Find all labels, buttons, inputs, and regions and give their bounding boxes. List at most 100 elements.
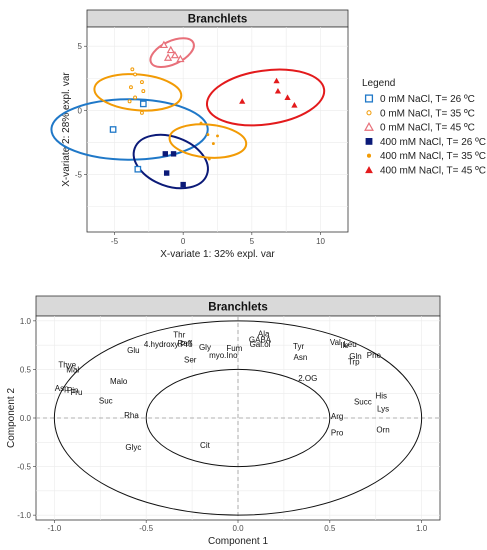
legend-marker bbox=[364, 94, 374, 103]
legend-label: 0 mM NaCl, T= 45 ºC bbox=[380, 123, 475, 134]
confidence-ellipse bbox=[168, 123, 248, 159]
score-point bbox=[133, 72, 138, 77]
chart1-title: Branchlets bbox=[188, 14, 247, 26]
score-point bbox=[170, 151, 177, 157]
variable-label: Ala bbox=[258, 329, 270, 338]
chart2-y-axis-title: Component 2 bbox=[6, 388, 17, 448]
variable-label: Arg bbox=[331, 412, 343, 421]
correlation-circle bbox=[53, 320, 423, 516]
chart2-y-tick-label: 1.0 bbox=[20, 317, 32, 326]
score-point bbox=[159, 40, 169, 49]
score-point bbox=[273, 77, 280, 84]
legend-label: 400 mM NaCl, T= 35 ºC bbox=[380, 151, 486, 162]
variable-label: Succ bbox=[354, 397, 372, 406]
score-point bbox=[207, 157, 211, 161]
confidence-ellipse bbox=[132, 133, 209, 190]
legend-marker bbox=[366, 153, 372, 158]
chart2-x-tick-label: 1.0 bbox=[416, 524, 428, 533]
chart1-x-tick-label: 10 bbox=[316, 237, 325, 246]
score-point bbox=[176, 54, 185, 63]
correlation-circle bbox=[145, 368, 331, 468]
confidence-ellipse bbox=[205, 68, 326, 127]
variable-label: Gal.ol bbox=[250, 340, 271, 349]
chart2-x-tick-label: 0.5 bbox=[324, 524, 336, 533]
score-point bbox=[139, 100, 147, 108]
score-point bbox=[163, 170, 170, 176]
variable-label: Ile bbox=[340, 341, 349, 350]
chart1-x-tick-label: 5 bbox=[250, 237, 255, 246]
score-point bbox=[166, 45, 175, 54]
variable-label: Gln bbox=[349, 352, 361, 361]
chart2-y-tick-label: 0.5 bbox=[20, 365, 32, 374]
chart2-y-tick-label: 0.0 bbox=[20, 414, 32, 423]
score-point bbox=[170, 50, 180, 59]
legend-label: 0 mM NaCl, T= 26 ºC bbox=[380, 94, 475, 105]
chart2-x-tick-label: -0.5 bbox=[139, 524, 153, 533]
variable-label: Fum bbox=[226, 344, 242, 353]
legend-label: 0 mM NaCl, T= 35 ºC bbox=[380, 108, 475, 119]
confidence-ellipse bbox=[93, 73, 183, 112]
score-point bbox=[199, 121, 203, 125]
variable-label: 4.hydroxy.Pro bbox=[144, 340, 193, 349]
variable-label: Fru bbox=[70, 388, 82, 397]
variable-label: Thr bbox=[173, 330, 185, 339]
chart1-y-tick-label: 5 bbox=[78, 42, 83, 51]
score-point bbox=[284, 94, 291, 100]
variable-label: Trp bbox=[348, 358, 360, 367]
legend-marker bbox=[365, 166, 373, 174]
score-point bbox=[239, 98, 246, 104]
confidence-ellipse bbox=[50, 98, 209, 161]
variable-label: Orn bbox=[376, 426, 389, 435]
chart2-x-axis-title: Component 1 bbox=[208, 536, 268, 547]
legend-marker bbox=[365, 138, 373, 145]
variable-label: His bbox=[375, 392, 387, 401]
variable-label: Gly bbox=[199, 343, 211, 352]
confidence-ellipse bbox=[149, 37, 195, 68]
chart1-y-axis-title: X-variate 2: 28% expl. var bbox=[61, 72, 72, 187]
score-point bbox=[274, 87, 282, 94]
score-point bbox=[134, 165, 142, 173]
score-point bbox=[206, 133, 210, 137]
score-point bbox=[180, 181, 186, 188]
chart2-x-tick-label: -1.0 bbox=[47, 524, 61, 533]
score-point bbox=[133, 95, 138, 100]
variable-label: Cit bbox=[200, 441, 211, 450]
variable-label: Asp bbox=[55, 384, 69, 393]
score-point bbox=[140, 110, 144, 115]
legend-title: Legend bbox=[362, 78, 395, 89]
score-point bbox=[211, 142, 215, 146]
chart2-title: Branchlets bbox=[208, 302, 267, 314]
chart2-y-tick-label: -1.0 bbox=[17, 511, 31, 520]
score-point bbox=[129, 85, 133, 90]
legend-label: 400 mM NaCl, T= 45 ºC bbox=[380, 166, 486, 177]
score-point bbox=[163, 53, 173, 61]
variable-label: Tyr bbox=[293, 342, 304, 351]
variable-label: GABA bbox=[249, 335, 272, 344]
score-point bbox=[130, 67, 135, 72]
legend-label: 400 mM NaCl, T= 26 ºC bbox=[380, 137, 486, 148]
chart2-y-tick-label: -0.5 bbox=[17, 463, 31, 472]
variable-label: Asn bbox=[294, 353, 308, 362]
variable-label: Suc bbox=[99, 397, 113, 406]
chart1-x-tick-label: -5 bbox=[111, 237, 119, 246]
variable-label: Pro bbox=[331, 429, 344, 438]
variable-label: Mal bbox=[66, 365, 79, 374]
variable-label: Ser bbox=[184, 356, 197, 365]
chart2-x-tick-label: 0.0 bbox=[232, 524, 244, 533]
legend-marker bbox=[364, 121, 374, 131]
score-point bbox=[291, 102, 298, 108]
legend-marker bbox=[366, 110, 372, 116]
variable-label: Leu bbox=[343, 340, 356, 349]
score-point bbox=[140, 80, 144, 85]
variable-label: Lys bbox=[377, 404, 389, 413]
variable-label: Raff bbox=[177, 339, 192, 348]
variable-label: Rha bbox=[124, 411, 139, 420]
score-point bbox=[141, 89, 146, 94]
chart1-y-tick-label: 0 bbox=[78, 106, 83, 115]
variable-label: Phe bbox=[367, 351, 382, 360]
chart1-y-tick-label: -5 bbox=[75, 170, 83, 179]
chart1-x-axis-title: X-variate 1: 32% expl. var bbox=[160, 249, 275, 260]
score-point bbox=[109, 126, 117, 133]
variable-label: Val bbox=[330, 338, 341, 347]
